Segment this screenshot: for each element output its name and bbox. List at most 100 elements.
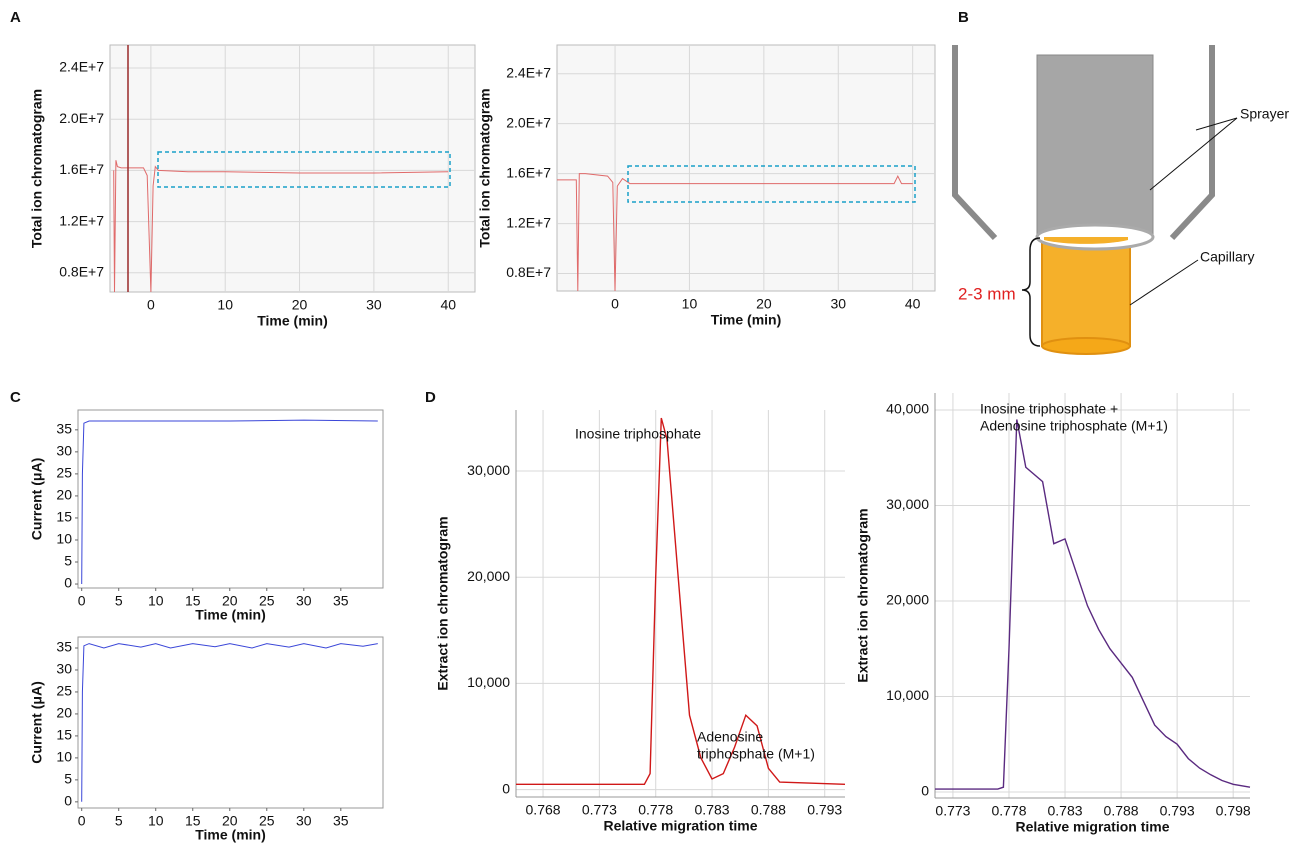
sprayer-wall — [952, 45, 998, 241]
y-tick-label: 30 — [56, 661, 72, 677]
plot-frame — [77, 409, 384, 589]
x-axis-title: Time (min) — [711, 312, 782, 328]
x-tick-label: 0.778 — [991, 803, 1026, 819]
y-tick-label: 20,000 — [886, 592, 929, 608]
x-tick-label: 0.788 — [751, 802, 786, 818]
x-tick-label: 5 — [115, 593, 123, 609]
y-tick-label: 0 — [921, 783, 929, 799]
y-tick-label: 30,000 — [886, 496, 929, 512]
x-tick-label: 0.793 — [1160, 803, 1195, 819]
annotation: Inosine triphosphate + — [980, 401, 1118, 417]
x-tick-label: 15 — [185, 593, 201, 609]
y-tick-label: 20 — [56, 487, 72, 503]
leader-line — [1149, 117, 1238, 191]
x-axis-title: Time (min) — [195, 827, 266, 843]
annotation: Adenosine triphosphate (M+1) — [980, 418, 1168, 434]
capillary-label: Capillary — [1200, 249, 1254, 265]
plots: 0.8E+7 1.2E+7 1.6E+7 2.0E+7 2.4E+7 0 10 20 30 40 T… — [29, 44, 1251, 843]
y-tick-label: 15 — [56, 727, 72, 743]
x-tick-label: 20 — [222, 593, 238, 609]
x-tick-label: 10 — [148, 813, 164, 829]
overlay — [127, 45, 916, 292]
y-tick-label: 5 — [64, 553, 72, 569]
x-tick-label: 0.773 — [935, 803, 970, 819]
line-series — [81, 419, 378, 585]
y-tick-label: 2.4E+7 — [59, 59, 104, 75]
y-axis-title: Extract ion chromatogram — [855, 508, 871, 682]
sprayer-diagram: Sprayer Capillary 2-3 mm — [952, 45, 1289, 355]
highlight-box — [627, 165, 916, 203]
annotation: Inosine triphosphate — [575, 426, 701, 442]
x-tick-label: 20 — [222, 813, 238, 829]
y-axis-title: Extract ion chromatogram — [435, 516, 451, 690]
x-tick-label: 35 — [333, 813, 349, 829]
x-axis-title: Relative migration time — [603, 818, 757, 834]
plot-background — [556, 44, 936, 292]
y-tick-label: 1.2E+7 — [506, 214, 551, 230]
x-tick-label: 35 — [333, 593, 349, 609]
x-tick-label: 40 — [905, 296, 921, 312]
y-tick-label: 1.6E+7 — [59, 161, 104, 177]
highlight-box — [157, 151, 451, 188]
line-series — [113, 160, 449, 293]
y-tick-label: 5 — [64, 771, 72, 787]
x-tick-label: 0.768 — [526, 802, 561, 818]
capillary — [1041, 231, 1131, 347]
x-tick-label: 0.788 — [1104, 803, 1139, 819]
y-tick-label: 1.6E+7 — [506, 164, 551, 180]
x-tick-label: 40 — [440, 297, 456, 313]
x-tick-label: 30 — [366, 297, 382, 313]
y-tick-label: 30 — [56, 443, 72, 459]
x-tick-label: 10 — [148, 593, 164, 609]
x-axis-title: Relative migration time — [1015, 819, 1169, 835]
y-axis-title: Total ion chromatogram — [29, 89, 45, 248]
x-tick-label: 20 — [292, 297, 308, 313]
y-tick-label: 1.2E+7 — [59, 212, 104, 228]
x-tick-label: 10 — [682, 296, 698, 312]
distance-label: 2-3 mm — [958, 284, 1016, 303]
y-tick-label: 20,000 — [467, 568, 510, 584]
annotation: Adenosine — [697, 729, 763, 745]
x-tick-label: 30 — [296, 813, 312, 829]
plot-background — [109, 44, 476, 293]
x-tick-label: 30 — [296, 593, 312, 609]
sprayer-label: Sprayer — [1240, 106, 1289, 122]
y-tick-label: 0 — [64, 793, 72, 809]
y-tick-label: 2.4E+7 — [506, 64, 551, 80]
y-tick-label: 10,000 — [886, 687, 929, 703]
y-axis-title: Current (μA) — [29, 681, 45, 763]
annotation: triphosphate (M+1) — [697, 746, 815, 762]
x-tick-label: 10 — [217, 297, 233, 313]
x-tick-label: 25 — [259, 593, 275, 609]
x-tick-label: 0.778 — [638, 802, 673, 818]
x-tick-label: 0 — [78, 593, 86, 609]
x-tick-label: 0 — [147, 297, 155, 313]
line-series — [516, 417, 846, 785]
panel-label: D — [425, 389, 436, 406]
panel-label: B — [958, 9, 969, 26]
x-tick-label: 0 — [611, 296, 619, 312]
leader-line — [1129, 259, 1199, 306]
y-tick-label: 30,000 — [467, 462, 510, 478]
y-tick-label: 0.8E+7 — [59, 264, 104, 280]
y-tick-label: 10 — [56, 531, 72, 547]
x-tick-label: 25 — [259, 813, 275, 829]
panel-label: C — [10, 389, 21, 406]
brace — [1021, 237, 1041, 347]
y-tick-label: 40,000 — [886, 401, 929, 417]
x-tick-label: 0 — [78, 813, 86, 829]
sprayer-body — [1036, 54, 1154, 238]
y-tick-label: 2.0E+7 — [506, 114, 551, 130]
leader-line — [1195, 117, 1238, 131]
x-tick-label: 0.773 — [582, 802, 617, 818]
y-tick-label: 15 — [56, 509, 72, 525]
x-tick-label: 20 — [756, 296, 772, 312]
y-tick-label: 10,000 — [467, 674, 510, 690]
x-axis-title: Time (min) — [257, 313, 328, 329]
x-tick-label: 0.798 — [1216, 803, 1251, 819]
y-tick-label: 2.0E+7 — [59, 110, 104, 126]
x-axis-title: Time (min) — [195, 607, 266, 623]
y-tick-label: 35 — [56, 639, 72, 655]
y-tick-label: 0 — [64, 575, 72, 591]
